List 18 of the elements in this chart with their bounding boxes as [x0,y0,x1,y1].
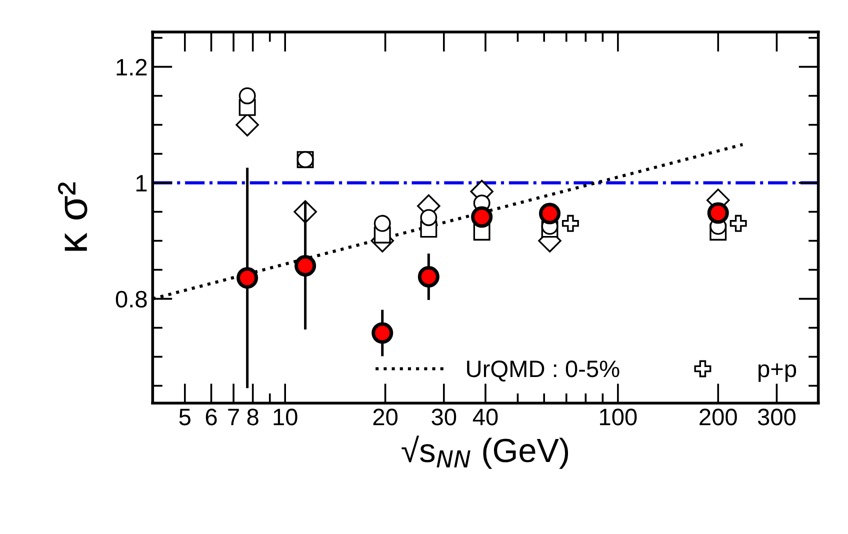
x-tick-label: 10 [274,408,298,426]
x-tick-label: 300 [758,408,796,426]
x-tick-label: 20 [373,408,398,426]
y-tick-label: 0.8 [116,290,147,308]
x-tick-label: 100 [600,408,637,426]
x-tick-label: 6 [206,408,217,426]
x-tick-label: 8 [247,408,258,426]
legend-label: UrQMD : 0-5% [467,360,620,382]
y-tick-label: 1 [136,175,147,192]
x-tick-label: 7 [228,408,239,426]
y-tick-label: 1.2 [116,58,147,76]
x-tick-label: 5 [179,408,190,426]
x-tick-label: 40 [472,408,498,426]
y-axis-title: κ σ² [58,182,88,251]
x-axis-title: √s$_{NN}$ (GeV) [402,436,568,469]
x-tick-label: 30 [432,408,456,426]
legend-label: p+p [758,363,796,382]
x-tick-label: 200 [700,408,737,426]
